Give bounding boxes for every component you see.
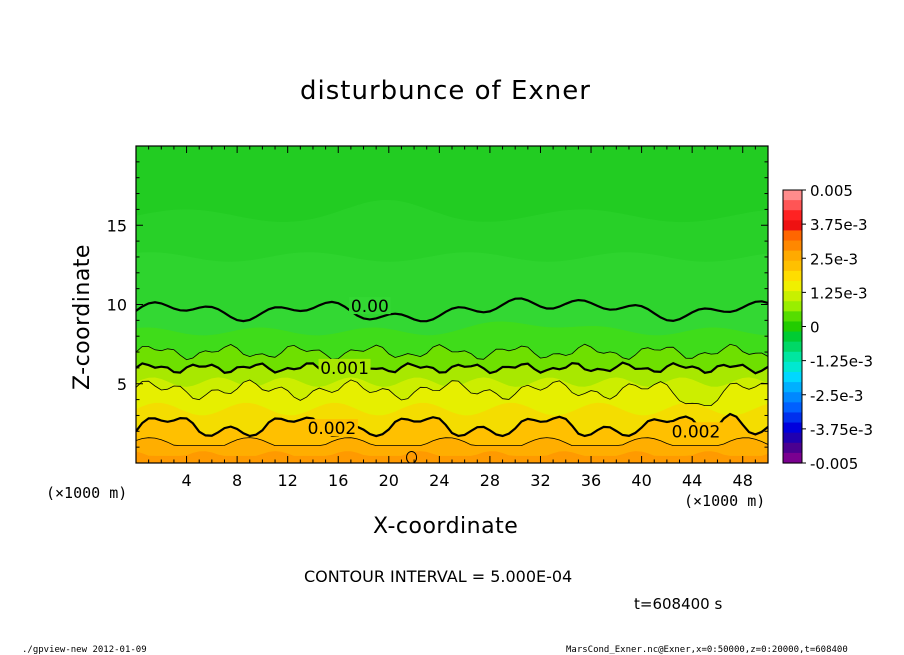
y-axis-ticks: 5 10 15 (107, 145, 768, 464)
chart-title: disturbunce of Exner (300, 76, 591, 106)
colorbar-segment (783, 372, 802, 383)
colorbar-segment (783, 402, 802, 414)
colorbar-segment (783, 412, 802, 424)
y-tick-label: 15 (107, 216, 127, 235)
colorbar-segment (783, 321, 802, 333)
colorbar-segment (783, 190, 802, 201)
band-9 (136, 451, 768, 463)
contour-line-a (136, 343, 768, 361)
colorbar-label: -0.005 (810, 455, 858, 473)
contour-label-text: 0.002 (672, 422, 721, 442)
contour-fills (136, 146, 768, 463)
contour-label-text: 0.002 (308, 419, 357, 439)
colorbar-label: -2.5e-3 (810, 387, 863, 405)
colorbar-label: 2.5e-3 (810, 250, 858, 268)
contour-label-text: 0.001 (320, 359, 369, 379)
colorbar-segment (783, 240, 802, 252)
x-tick-label: 40 (631, 471, 651, 490)
colorbar-segment (783, 311, 802, 323)
colorbar-segment (783, 301, 802, 312)
footer-right: MarsCond_Exner.nc@Exner,x=0:50000,z=0:20… (566, 645, 848, 655)
x-tick-label: 24 (429, 471, 449, 490)
x-axis-ticks: 4 8 12 16 20 24 28 32 36 40 44 48 (135, 146, 769, 490)
colorbar-label: -1.25e-3 (810, 353, 873, 371)
contour-labels: 0.00 0.001 0.002 0.002 (305, 297, 722, 442)
y-axis-label: Z-coordinate (70, 244, 95, 390)
contour-line-0001 (136, 361, 768, 375)
contour-line-e (136, 437, 768, 447)
colorbar-segment (783, 361, 802, 373)
colorbar-segment (783, 331, 802, 343)
contour-label: 0.002 (669, 422, 722, 442)
x-tick-label: 12 (278, 471, 298, 490)
colorbar-segment (783, 452, 802, 464)
colorbar-segment (783, 351, 802, 363)
contour-closed (406, 450, 418, 463)
footer-left: ./gpview-new 2012-01-09 (22, 645, 147, 655)
colorbar-segment (783, 250, 802, 262)
colorbar-label: 3.75e-3 (810, 216, 868, 234)
contour-line-0 (136, 297, 768, 323)
x-unit-label-left: (×1000 m) (46, 484, 128, 502)
colorbar-segment (783, 230, 802, 242)
colorbar-segment (783, 392, 802, 403)
contour-label: 0.00 (349, 297, 391, 317)
contour-label: 0.002 (305, 419, 358, 439)
colorbar-segment (783, 281, 802, 292)
colorbar-segment (783, 220, 802, 232)
contour-line-c (136, 379, 768, 407)
colorbar: 0.005 3.75e-3 2.5e-3 1.25e-3 0 -1.25e-3 -2.5e-… (782, 182, 873, 473)
x-tick-label: 16 (328, 471, 348, 490)
colorbar-segment (783, 260, 802, 272)
colorbar-segment (783, 341, 802, 353)
x-tick-label: 32 (530, 471, 550, 490)
colorbar-segment (783, 382, 802, 393)
colorbar-label: 1.25e-3 (810, 284, 868, 302)
colorbar-segment (783, 200, 802, 211)
colorbar-segment (783, 270, 802, 282)
contour-line-0002 (136, 412, 768, 438)
x-tick-label: 20 (379, 471, 399, 490)
time-stamp: t=608400 s (634, 595, 723, 613)
colorbar-segment (783, 210, 802, 221)
colorbar-segment (783, 432, 802, 444)
x-tick-label: 8 (232, 471, 242, 490)
colorbar-label: 0.005 (810, 182, 853, 200)
x-tick-label: 28 (480, 471, 500, 490)
colorbar-segment (783, 442, 802, 454)
y-tick-label: 5 (117, 375, 127, 394)
x-tick-label: 44 (682, 471, 702, 490)
contour-label: 0.001 (318, 358, 371, 379)
contour-lines (136, 297, 768, 463)
contour-interval: CONTOUR INTERVAL = 5.000E-04 (304, 567, 573, 586)
colorbar-label: 0 (810, 319, 820, 337)
contour-label-text: 0.00 (351, 297, 389, 317)
colorbar-segment (783, 422, 802, 434)
colorbar-label: -3.75e-3 (810, 421, 873, 439)
x-tick-label: 4 (181, 471, 191, 490)
y-tick-label: 10 (107, 296, 127, 315)
x-tick-label: 48 (733, 471, 753, 490)
x-unit-label-right: (×1000 m) (684, 492, 766, 510)
x-axis-label: X-coordinate (373, 514, 519, 539)
x-tick-label: 36 (581, 471, 601, 490)
colorbar-segment (783, 291, 802, 302)
